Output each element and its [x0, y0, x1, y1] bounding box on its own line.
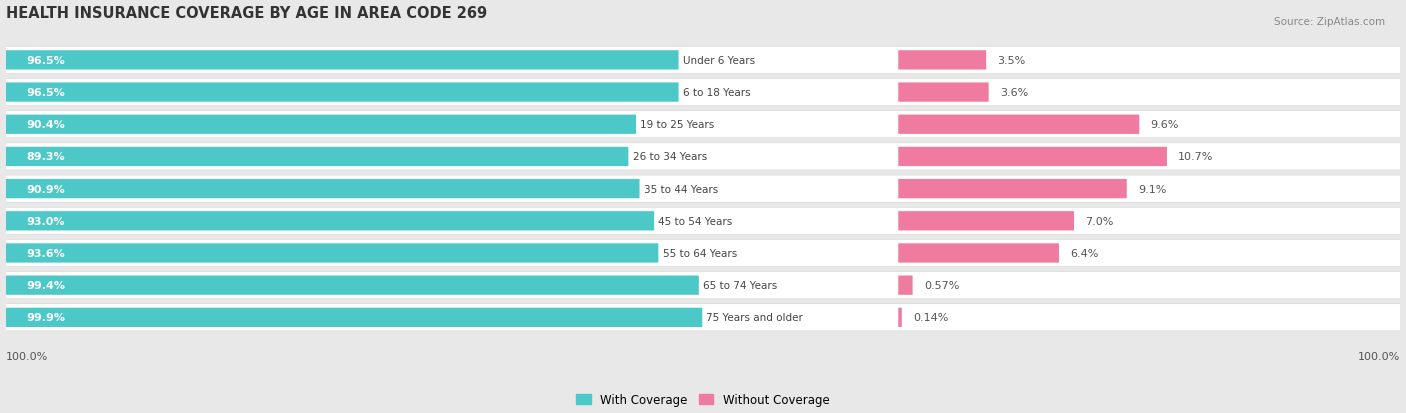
FancyBboxPatch shape: [6, 144, 1400, 171]
Text: 55 to 64 Years: 55 to 64 Years: [662, 248, 737, 259]
Text: 96.5%: 96.5%: [27, 88, 65, 98]
FancyBboxPatch shape: [6, 276, 699, 295]
Text: 99.9%: 99.9%: [27, 313, 66, 323]
FancyBboxPatch shape: [898, 308, 901, 327]
Legend: With Coverage, Without Coverage: With Coverage, Without Coverage: [572, 389, 834, 411]
Text: 9.1%: 9.1%: [1137, 184, 1167, 194]
Text: HEALTH INSURANCE COVERAGE BY AGE IN AREA CODE 269: HEALTH INSURANCE COVERAGE BY AGE IN AREA…: [6, 6, 486, 21]
Text: 93.6%: 93.6%: [27, 248, 65, 259]
FancyBboxPatch shape: [898, 83, 988, 102]
Text: 100.0%: 100.0%: [6, 351, 48, 361]
Text: 26 to 34 Years: 26 to 34 Years: [633, 152, 707, 162]
Text: 100.0%: 100.0%: [1358, 351, 1400, 361]
FancyBboxPatch shape: [898, 147, 1167, 167]
Text: 6.4%: 6.4%: [1070, 248, 1098, 259]
FancyBboxPatch shape: [6, 180, 640, 199]
FancyBboxPatch shape: [6, 147, 628, 167]
Text: 7.0%: 7.0%: [1085, 216, 1114, 226]
FancyBboxPatch shape: [6, 208, 1400, 235]
Text: 6 to 18 Years: 6 to 18 Years: [683, 88, 751, 98]
FancyBboxPatch shape: [898, 51, 986, 70]
Text: Source: ZipAtlas.com: Source: ZipAtlas.com: [1274, 17, 1385, 26]
Text: 65 to 74 Years: 65 to 74 Years: [703, 280, 778, 290]
Text: Under 6 Years: Under 6 Years: [683, 56, 755, 66]
FancyBboxPatch shape: [6, 83, 679, 102]
FancyBboxPatch shape: [6, 112, 1400, 138]
Text: 96.5%: 96.5%: [27, 56, 65, 66]
Text: 19 to 25 Years: 19 to 25 Years: [640, 120, 714, 130]
FancyBboxPatch shape: [898, 244, 1059, 263]
FancyBboxPatch shape: [6, 244, 658, 263]
FancyBboxPatch shape: [6, 240, 1400, 267]
Text: 93.0%: 93.0%: [27, 216, 65, 226]
FancyBboxPatch shape: [898, 115, 1139, 135]
Text: 35 to 44 Years: 35 to 44 Years: [644, 184, 718, 194]
FancyBboxPatch shape: [898, 180, 1126, 199]
Text: 99.4%: 99.4%: [27, 280, 66, 290]
Text: 9.6%: 9.6%: [1150, 120, 1178, 130]
Text: 90.9%: 90.9%: [27, 184, 65, 194]
FancyBboxPatch shape: [6, 176, 1400, 203]
Text: 89.3%: 89.3%: [27, 152, 65, 162]
Text: 0.14%: 0.14%: [912, 313, 948, 323]
FancyBboxPatch shape: [6, 211, 654, 231]
FancyBboxPatch shape: [6, 304, 1400, 331]
FancyBboxPatch shape: [898, 211, 1074, 231]
Text: 45 to 54 Years: 45 to 54 Years: [658, 216, 733, 226]
Text: 3.5%: 3.5%: [997, 56, 1025, 66]
FancyBboxPatch shape: [6, 308, 703, 327]
Text: 0.57%: 0.57%: [924, 280, 959, 290]
Text: 3.6%: 3.6%: [1000, 88, 1028, 98]
FancyBboxPatch shape: [6, 47, 1400, 74]
Text: 90.4%: 90.4%: [27, 120, 65, 130]
Text: 10.7%: 10.7%: [1178, 152, 1213, 162]
FancyBboxPatch shape: [6, 115, 636, 135]
FancyBboxPatch shape: [6, 51, 679, 70]
Text: 75 Years and older: 75 Years and older: [706, 313, 803, 323]
FancyBboxPatch shape: [6, 79, 1400, 106]
FancyBboxPatch shape: [6, 272, 1400, 299]
FancyBboxPatch shape: [898, 276, 912, 295]
